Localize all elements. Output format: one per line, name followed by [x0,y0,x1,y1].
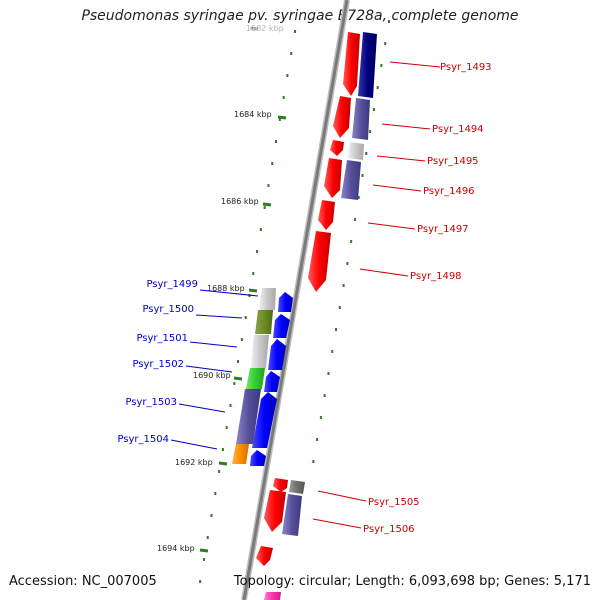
gene-psyr-1503-arrow[interactable] [252,392,277,448]
gene-label-leader [367,222,416,230]
gene-label-psyr-1495[interactable]: Psyr_1495 [427,156,479,167]
scale-tick: 1682 kbp [246,24,284,33]
scale-tick: 1694 kbp [157,544,209,553]
scale-tick: 1690 kbp [193,371,243,381]
gene-psyr-1503-cog-box[interactable] [236,389,261,444]
gene-label-psyr-1494[interactable]: Psyr_1494 [432,124,484,135]
accession-text: Accession: NC_007005 [9,574,157,589]
gene-label-psyr-1498[interactable]: Psyr_1498 [410,271,462,282]
genome-backbone-core [242,0,349,600]
scale-tick: 1684 kbp [234,110,287,120]
gene-psyr-1501-cog-box[interactable] [251,335,269,368]
gene-psyr-1495-cog-box[interactable] [348,142,364,160]
gene-psyr-1495-arrow[interactable] [330,140,344,156]
gene-psyr-1493-arrow[interactable] [343,32,360,96]
genome-summary-text: Topology: circular; Length: 6,093,698 bp… [233,574,591,589]
gene-label-leader [376,155,426,162]
scale-tick-label: 1684 kbp [234,110,272,119]
gene-psyr-1504-arrow[interactable] [250,450,266,466]
gene-psyr-1499-cog-box[interactable] [259,288,276,310]
gene-psyr-1499-arrow[interactable] [278,292,293,312]
scale-tick-label: 1688 kbp [207,284,245,293]
gene-psyr-1493-cog-box[interactable] [358,32,377,98]
gene-label-psyr-1497[interactable]: Psyr_1497 [417,224,469,235]
gene-psyr-1496-cog-box[interactable] [341,160,361,200]
map-title: Pseudomonas syringae pv. syringae B728a,… [81,8,519,24]
gene-label-leader [178,403,226,413]
gene-psyr-1501-arrow[interactable] [268,339,286,370]
gene-psyr-1500-cog-box[interactable] [255,310,273,334]
gene-psyr-1502-cog-box[interactable] [246,368,265,389]
outer-scale-dots [312,20,390,463]
gene-psyr-1500-arrow[interactable] [273,314,290,338]
gene-psyr-1506-arrow[interactable] [264,490,286,532]
gene-label-psyr-1499[interactable]: Psyr_1499 [146,279,198,290]
inner-scale-dots [199,30,296,583]
gene-label-psyr-1506[interactable]: Psyr_1506 [363,524,415,535]
gene-label-psyr-1493[interactable]: Psyr_1493 [440,62,492,73]
gene-psyr-1506-cog-box[interactable] [282,494,302,536]
gene-label-leader [317,490,367,502]
scale-tick: 1692 kbp [175,458,228,467]
gene-label-leader [381,123,431,130]
gene-label-leader [359,268,409,277]
scale-tick: 1686 kbp [221,197,272,207]
scale-tick-label: 1682 kbp [246,24,284,33]
gene-label-leader [372,184,422,192]
gene-label-psyr-1504[interactable]: Psyr_1504 [117,434,169,445]
gene-psyr-1504-cog-box[interactable] [232,444,249,464]
gene-label-psyr-1505[interactable]: Psyr_1505 [368,497,420,508]
gene-label-leader [195,314,243,319]
gene-psyr-1494-cog-box[interactable] [352,98,370,140]
gene-label-leader [170,439,218,450]
gene-psyr-1496-arrow[interactable] [324,158,342,198]
scale-tick-label: 1692 kbp [175,458,213,467]
gene-label-psyr-1501[interactable]: Psyr_1501 [136,333,188,344]
gene-psyr-1505-cog-box[interactable] [289,480,305,494]
gene-label-psyr-1496[interactable]: Psyr_1496 [423,186,475,197]
gene-psyr-1497-arrow[interactable] [318,200,335,230]
gene-psyr-1507-arrow[interactable] [256,546,273,566]
gene-label-psyr-1503[interactable]: Psyr_1503 [125,397,177,408]
gene-label-leader [199,289,259,297]
gene-label-leader [389,61,441,68]
gene-label-psyr-1500[interactable]: Psyr_1500 [142,304,194,315]
gene-psyr-1508-arrow[interactable] [264,592,281,600]
gene-label-leader [185,365,233,373]
gene-label-leader [189,341,238,348]
gene-label-leader [312,518,362,529]
gene-psyr-1498-arrow[interactable] [308,231,331,292]
gene-label-psyr-1502[interactable]: Psyr_1502 [132,359,184,370]
gene-psyr-1505-arrow[interactable] [273,478,288,492]
gene-psyr-1502-arrow[interactable] [264,371,280,392]
gene-psyr-1494-arrow[interactable] [333,96,351,138]
scale-tick: 1688 kbp [207,284,258,293]
scale-tick-label: 1694 kbp [157,544,195,553]
scale-tick-label: 1690 kbp [193,371,231,380]
scale-tick-label: 1686 kbp [221,197,259,206]
